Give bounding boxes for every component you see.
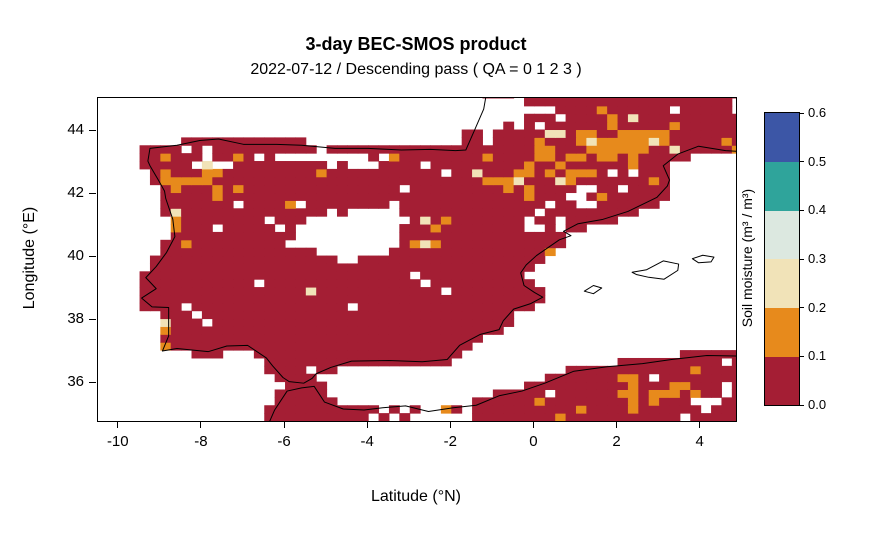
colorbar-segment <box>765 356 799 406</box>
x-tick-mark <box>366 421 368 428</box>
colorbar-tick-mark <box>800 258 804 260</box>
y-tick-label: 36 <box>67 373 84 391</box>
chart-subtitle: 2022-07-12 / Descending pass ( QA = 0 1 … <box>250 61 582 78</box>
y-tick-mark <box>89 129 96 131</box>
x-tick-mark <box>699 421 701 428</box>
x-axis-label: Latitude (°N) <box>371 488 461 505</box>
y-tick-label: 38 <box>67 310 84 328</box>
x-tick-mark <box>117 421 119 428</box>
colorbar-tick-mark <box>800 209 804 211</box>
y-tick-label: 44 <box>67 121 84 139</box>
x-tick-label: -10 <box>106 433 129 450</box>
colorbar-tick-label: 0.4 <box>808 202 827 218</box>
colorbar-tick-label: 0.6 <box>808 105 827 120</box>
colorbar-tick-mark <box>800 307 804 309</box>
y-axis-label: Longitude (°E) <box>21 206 38 310</box>
y-tick-mark <box>89 381 96 383</box>
colorbar-tick-mark <box>800 112 804 114</box>
chart-title: 3-day BEC-SMOS product <box>305 34 527 54</box>
colorbar <box>764 112 800 406</box>
colorbar-tick-label: 0.3 <box>808 251 827 266</box>
x-tick-mark <box>200 421 202 428</box>
x-tick-label: -2 <box>443 433 457 450</box>
y-tick-label: 42 <box>67 184 84 202</box>
soil-moisture-map-canvas <box>98 98 736 421</box>
colorbar-tick-label: 0.0 <box>808 397 827 412</box>
map-plot-area <box>97 97 737 422</box>
x-tick-label: 0 <box>529 433 538 450</box>
colorbar-label: Soil moisture (m³ / m³) <box>739 188 755 328</box>
x-tick-mark <box>616 421 618 428</box>
x-tick-mark <box>283 421 285 428</box>
x-tick-mark <box>532 421 534 428</box>
colorbar-segment <box>765 113 799 163</box>
colorbar-tick-label: 0.2 <box>808 299 827 315</box>
colorbar-segment <box>765 161 799 211</box>
colorbar-tick-label: 0.5 <box>808 153 827 169</box>
colorbar-segment <box>765 210 799 260</box>
x-tick-label: -6 <box>277 433 291 450</box>
x-tick-mark <box>449 421 451 428</box>
colorbar-tick-label: 0.1 <box>808 348 827 364</box>
y-tick-mark <box>89 255 96 257</box>
colorbar-tick-mark <box>800 161 804 163</box>
colorbar-segment <box>765 259 799 309</box>
colorbar-tick-mark <box>800 404 804 406</box>
x-tick-label: 2 <box>612 433 621 450</box>
y-tick-label: 40 <box>67 247 84 265</box>
x-tick-label: -8 <box>194 433 208 450</box>
y-tick-mark <box>89 318 96 320</box>
x-tick-label: 4 <box>695 433 704 450</box>
x-tick-label: -4 <box>360 433 374 450</box>
colorbar-tick-mark <box>800 355 804 357</box>
colorbar-segment <box>765 307 799 357</box>
y-tick-mark <box>89 192 96 194</box>
